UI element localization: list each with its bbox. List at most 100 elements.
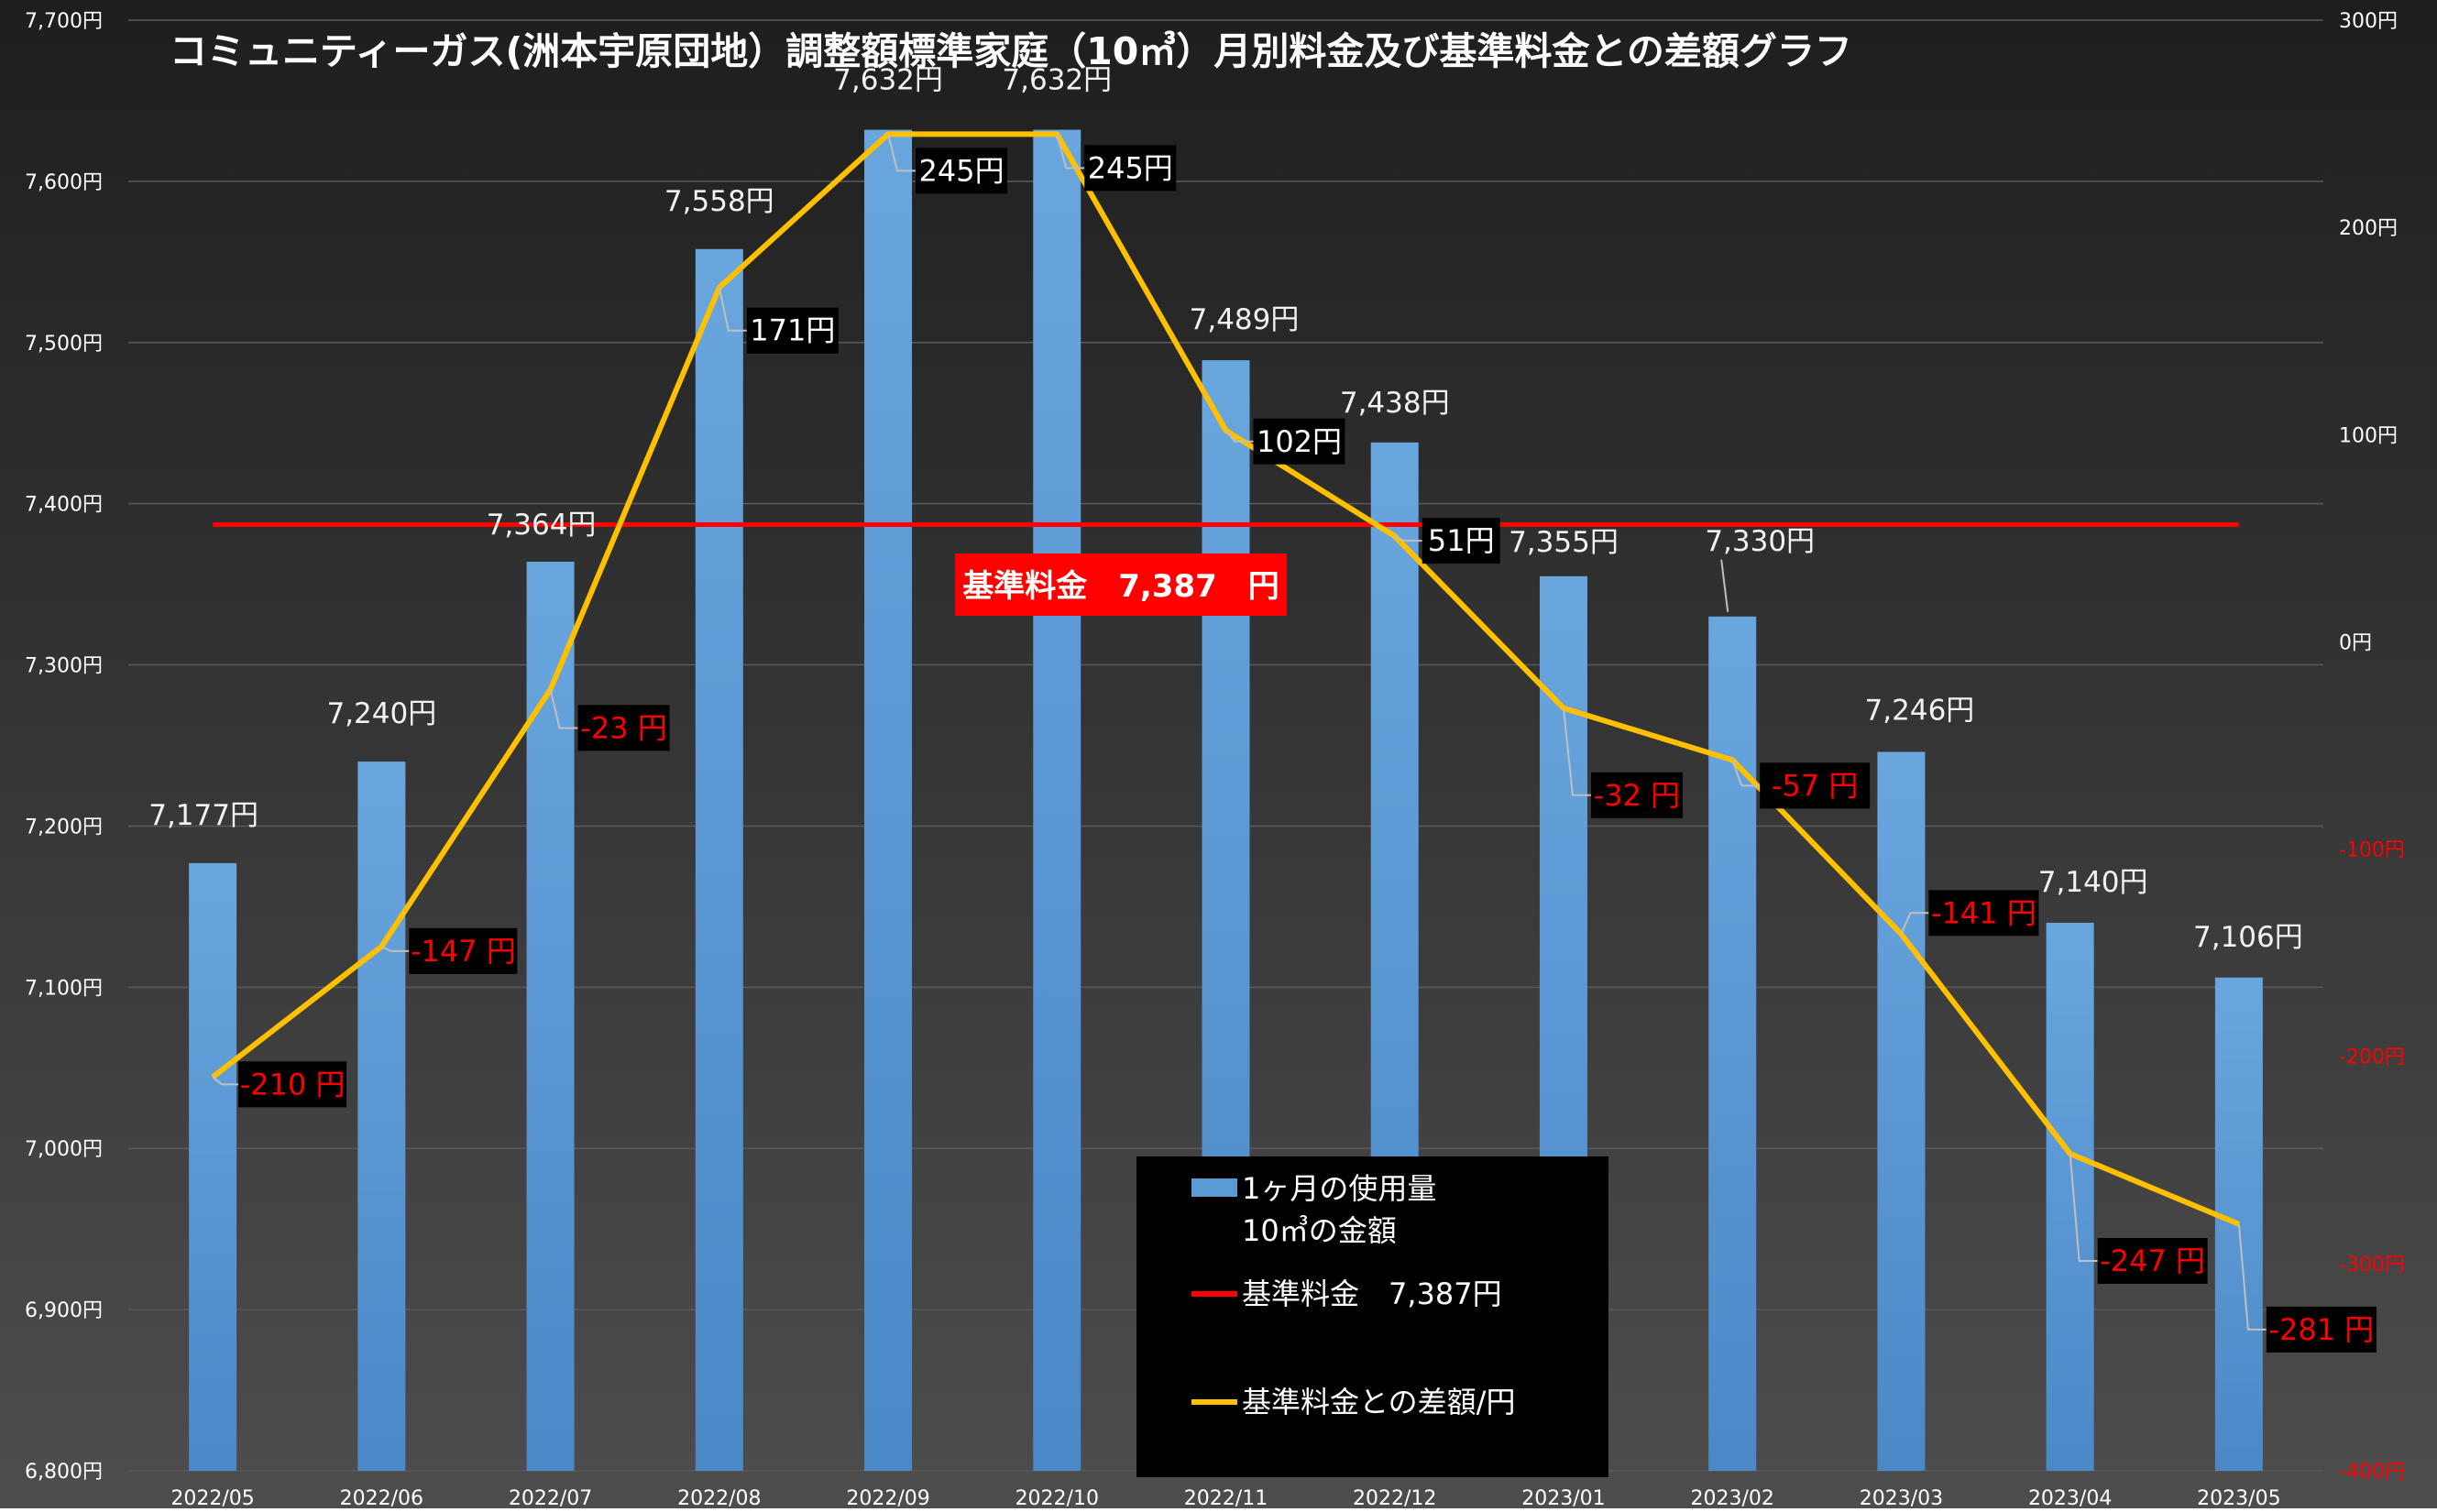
bar-label-leader	[1720, 559, 1729, 612]
bar	[864, 129, 913, 1471]
y-left-tick-label: 7,700円	[25, 10, 103, 33]
legend-label-bar-line2: 10㎥の金額	[1242, 1213, 1397, 1248]
y-right-tick-label: 100円	[2339, 424, 2398, 447]
difference-label-box	[1422, 518, 1500, 564]
difference-label-box	[1590, 772, 1683, 818]
difference-label-box	[1760, 762, 1871, 809]
x-category-label: 2022/05	[170, 1487, 254, 1508]
difference-label-leader	[1562, 707, 1591, 796]
bar-data-label: 7,140円	[2038, 866, 2148, 899]
bar-data-label: 7,632円	[1002, 64, 1112, 97]
y-right-tick-label: -100円	[2339, 839, 2405, 862]
difference-label-box	[916, 148, 1008, 194]
difference-data-label: -141 円	[1931, 895, 2036, 930]
legend-label-line: 基準料金との差額/円	[1242, 1385, 1515, 1419]
y-left-tick-label: 7,500円	[25, 333, 103, 356]
difference-label-leader	[1900, 912, 1929, 935]
difference-data-label: 171円	[750, 313, 835, 348]
difference-label-leader	[549, 689, 578, 729]
difference-label-leader	[380, 945, 410, 952]
bar	[357, 761, 406, 1471]
bar	[1708, 616, 1757, 1471]
difference-label-leader	[2069, 1153, 2098, 1262]
bar-data-label: 7,355円	[1509, 526, 1619, 559]
y-right-tick-label: -400円	[2339, 1461, 2405, 1484]
difference-label-box	[2097, 1238, 2208, 1285]
x-category-label: 2023/03	[1860, 1487, 1943, 1508]
difference-data-label: -247 円	[2100, 1244, 2205, 1278]
y-left-tick-label: 6,900円	[25, 1299, 103, 1322]
difference-data-label: 51円	[1428, 523, 1495, 558]
bar-data-label: 7,632円	[833, 64, 943, 97]
legend-label-bar-line1: 1ヶ月の使用量	[1242, 1171, 1436, 1206]
x-category-label: 2022/09	[846, 1487, 929, 1508]
bar	[526, 561, 575, 1471]
difference-label-leader	[1731, 759, 1761, 787]
y-right-tick-label: 200円	[2339, 217, 2398, 240]
bar	[695, 248, 743, 1471]
y-left-tick-label: 7,600円	[25, 171, 103, 194]
bar	[1033, 129, 1081, 1471]
bar	[2046, 922, 2094, 1471]
x-category-label: 2022/10	[1015, 1487, 1099, 1508]
x-category-label: 2023/05	[2197, 1487, 2280, 1508]
x-category-label: 2022/12	[1353, 1487, 1436, 1508]
y-left-tick-label: 7,400円	[25, 494, 103, 517]
bar-data-label: 7,330円	[1705, 525, 1815, 558]
difference-label-box	[1253, 418, 1345, 465]
chart-title: コミュニティーガス(洲本宇原団地）調整額標準家庭（10㎥）月別料金及び基準料金と…	[170, 29, 1852, 73]
difference-label-box	[746, 307, 839, 354]
bar	[1877, 751, 1926, 1471]
legend-label-reference: 基準料金 7,387円	[1242, 1276, 1502, 1311]
difference-label-leader	[1224, 430, 1254, 443]
x-category-label: 2023/02	[1690, 1487, 1773, 1508]
reference-label: 基準料金 7,387 円	[962, 568, 1279, 605]
x-category-label: 2022/11	[1184, 1487, 1268, 1508]
difference-label-leader	[718, 287, 747, 332]
x-category-label: 2022/08	[677, 1487, 761, 1508]
bar-data-label: 7,364円	[487, 509, 597, 542]
difference-data-label: 245円	[1088, 150, 1173, 185]
legend-swatch-bar	[1191, 1178, 1237, 1197]
bar-data-label: 7,240円	[326, 697, 436, 730]
difference-label-leader	[212, 1076, 239, 1086]
y-right-tick-label: 0円	[2339, 631, 2372, 654]
difference-data-label: -147 円	[411, 934, 516, 969]
x-category-label: 2022/06	[340, 1487, 423, 1508]
bar-data-label: 7,106円	[2193, 921, 2303, 954]
y-right-tick-label: -300円	[2339, 1254, 2405, 1276]
difference-data-label: -210 円	[240, 1067, 346, 1101]
difference-label-box	[238, 1061, 347, 1108]
bar-data-label: 7,558円	[664, 185, 774, 218]
legend-box	[1136, 1156, 1608, 1477]
x-category-label: 2022/07	[509, 1487, 592, 1508]
difference-data-label: 245円	[918, 153, 1004, 188]
bar-data-label: 7,438円	[1340, 387, 1450, 420]
y-left-tick-label: 7,100円	[25, 977, 103, 1000]
x-category-label: 2023/04	[2028, 1487, 2112, 1508]
difference-data-label: -32 円	[1594, 778, 1680, 813]
legend: 1ヶ月の使用量 10㎥の金額 基準料金 7,387円 基準料金との差額/円	[1136, 1156, 1608, 1477]
difference-label-leader	[887, 134, 917, 172]
difference-data-label: -23 円	[580, 710, 666, 745]
bar	[189, 862, 237, 1471]
difference-label-leader	[1056, 134, 1085, 170]
difference-label-box	[1928, 890, 2039, 937]
difference-label-box	[577, 705, 670, 751]
y-left-tick-label: 6,800円	[25, 1461, 103, 1484]
difference-label-leader	[2237, 1223, 2267, 1331]
bar-data-label: 7,177円	[148, 799, 258, 832]
difference-label-box	[1084, 145, 1177, 192]
x-category-label: 2023/01	[1521, 1487, 1605, 1508]
bar-data-label: 7,489円	[1190, 303, 1300, 336]
difference-data-label: -281 円	[2268, 1312, 2374, 1347]
y-left-tick-label: 7,000円	[25, 1138, 103, 1161]
y-right-tick-label: 300円	[2339, 10, 2398, 33]
y-left-tick-label: 7,300円	[25, 655, 103, 678]
difference-label-box	[2266, 1306, 2377, 1353]
bar-data-label: 7,246円	[1865, 695, 1975, 728]
y-left-tick-label: 7,200円	[25, 816, 103, 838]
difference-label-box	[409, 927, 518, 974]
